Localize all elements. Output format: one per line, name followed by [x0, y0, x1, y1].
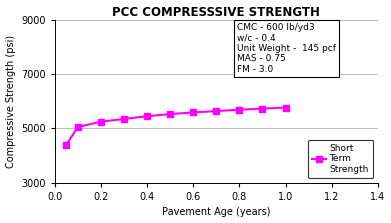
- X-axis label: Pavement Age (years): Pavement Age (years): [162, 207, 271, 217]
- Legend: Short
Term
Strength: Short Term Strength: [308, 140, 373, 178]
- Y-axis label: Compressive Strength (psi): Compressive Strength (psi): [5, 35, 16, 168]
- Text: CMC - 600 lb/yd3
w/c - 0.4
Unit Weight -  145 pcf
MAS - 0.75
FM - 3.0: CMC - 600 lb/yd3 w/c - 0.4 Unit Weight -…: [237, 23, 336, 74]
- Title: PCC COMPRESSSIVE STRENGTH: PCC COMPRESSSIVE STRENGTH: [112, 6, 320, 19]
